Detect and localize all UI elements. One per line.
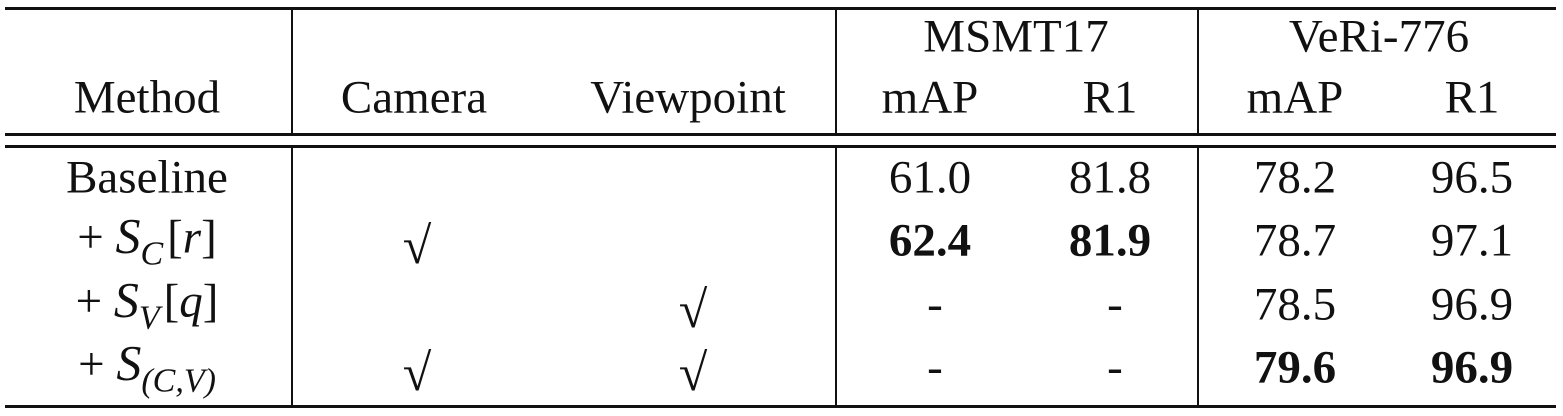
cell-msmt-r1: - <box>1107 278 1123 331</box>
header-rule-1 <box>5 133 1556 136</box>
row-method: + SV [q] <box>75 271 219 337</box>
divider-method <box>291 7 293 136</box>
col-header-method: Method <box>73 71 221 124</box>
cell-msmt-map: - <box>927 341 943 394</box>
group-header-msmt17: MSMT17 <box>923 10 1109 63</box>
row-method: + SC [r] <box>77 207 217 273</box>
col-header-msmt-r1: R1 <box>1082 71 1138 124</box>
group-header-veri776: VeRi-776 <box>1288 10 1470 63</box>
method-argument: r <box>182 211 202 264</box>
col-header-veri-r1: R1 <box>1444 71 1500 124</box>
checkmark-icon: √ <box>678 345 708 402</box>
method-prefix: + <box>78 338 117 391</box>
cell-veri-r1: 96.9 <box>1430 341 1514 394</box>
method-subscript: C <box>140 235 164 273</box>
cell-veri-r1: 96.9 <box>1430 278 1514 331</box>
col-header-viewpoint: Viewpoint <box>590 71 786 124</box>
checkmark-icon: √ <box>402 345 432 402</box>
bottom-rule <box>5 405 1556 408</box>
col-header-msmt-map: mAP <box>881 71 979 124</box>
cell-msmt-map: 61.0 <box>888 151 972 204</box>
top-rule <box>5 7 1556 10</box>
row-method: + S(C,V) <box>78 338 216 399</box>
method-symbol: S <box>116 334 142 391</box>
divider-msmt <box>1197 145 1199 408</box>
divider-viewpoint <box>835 145 837 408</box>
cell-veri-r1: 96.5 <box>1430 151 1514 204</box>
method-symbol: S <box>115 207 141 264</box>
divider-msmt <box>1197 7 1199 136</box>
cell-msmt-r1: 81.8 <box>1068 151 1152 204</box>
results-table: MSMT17 VeRi-776 Method Camera Viewpoint … <box>5 0 1556 416</box>
divider-method <box>291 145 293 408</box>
cell-msmt-r1: 81.9 <box>1068 214 1152 267</box>
checkmark-icon: √ <box>402 218 432 275</box>
cell-veri-map: 78.2 <box>1253 151 1337 204</box>
method-subscript: V <box>138 299 160 337</box>
divider-viewpoint <box>835 7 837 136</box>
cell-veri-r1: 97.1 <box>1430 214 1514 267</box>
method-subscript: (C,V) <box>141 362 216 400</box>
method-prefix: + <box>75 275 114 328</box>
cell-msmt-r1: - <box>1107 341 1123 394</box>
method-prefix: + <box>77 211 116 264</box>
header-rule-2 <box>5 145 1556 148</box>
col-header-veri-map: mAP <box>1246 71 1344 124</box>
cell-veri-map: 78.7 <box>1253 214 1337 267</box>
col-header-camera: Camera <box>340 71 488 124</box>
cell-veri-map: 79.6 <box>1253 341 1337 394</box>
method-symbol: S <box>113 271 139 328</box>
checkmark-icon: √ <box>678 282 708 339</box>
method-argument: q <box>179 275 203 328</box>
cell-msmt-map: 62.4 <box>888 214 972 267</box>
cell-veri-map: 78.5 <box>1253 278 1337 331</box>
cell-msmt-map: - <box>927 278 943 331</box>
row-method: Baseline <box>66 151 228 204</box>
